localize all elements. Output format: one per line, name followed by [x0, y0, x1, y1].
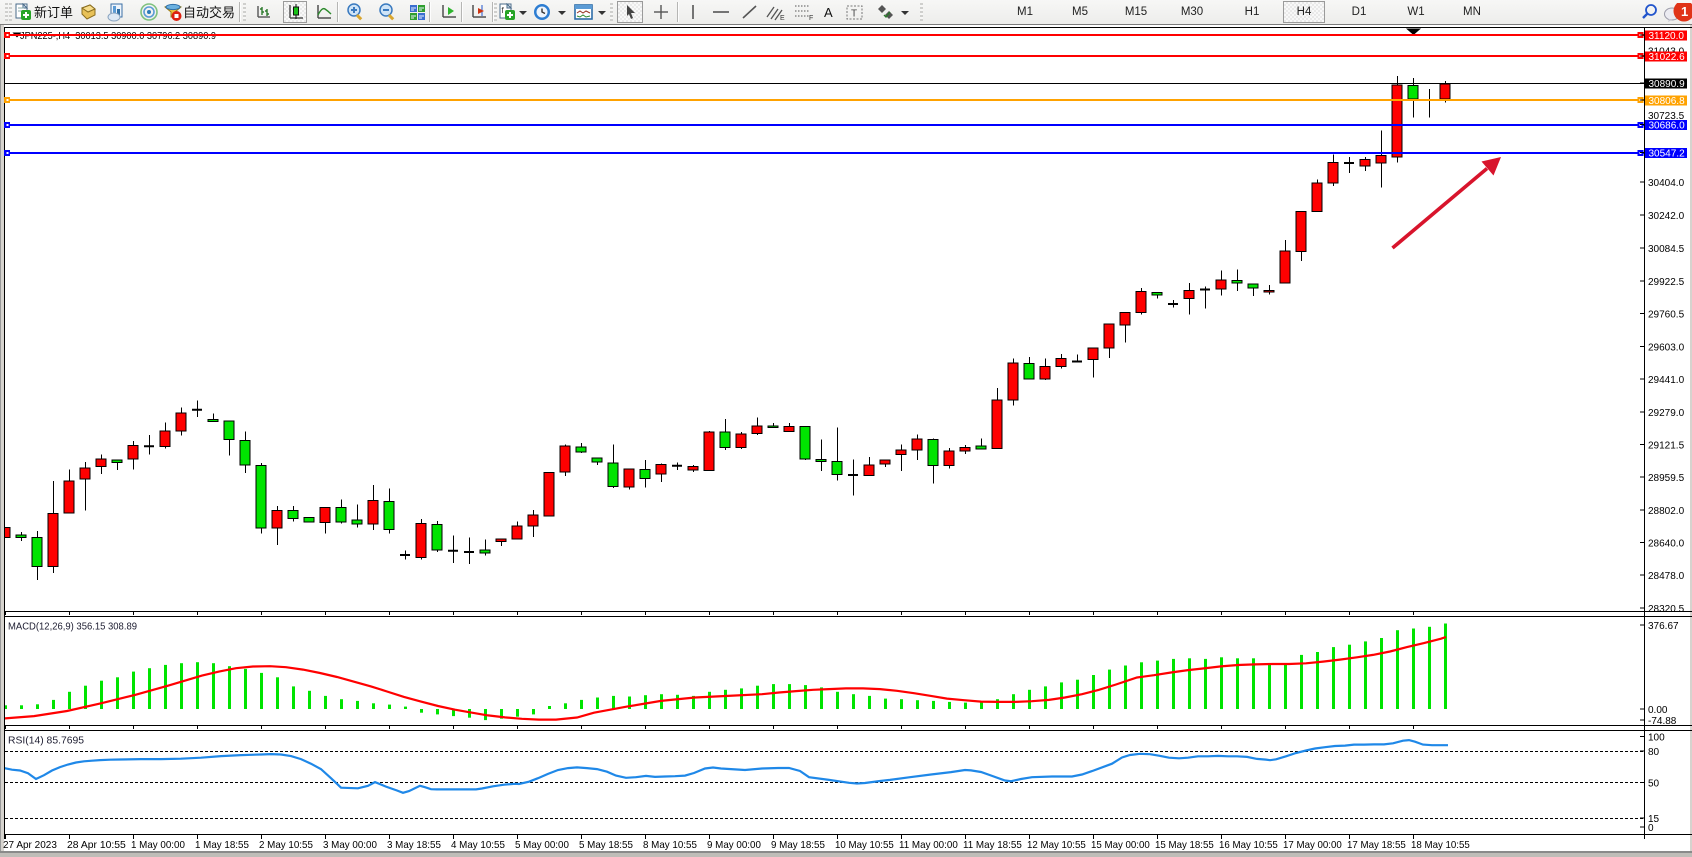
svg-text:30242.0: 30242.0 [1648, 211, 1685, 222]
svg-text:30890.9: 30890.9 [1649, 79, 1686, 90]
svg-text:T: T [851, 9, 857, 20]
svg-text:15 May 18:55: 15 May 18:55 [1155, 839, 1214, 851]
svg-text:3 May 18:55: 3 May 18:55 [387, 839, 441, 851]
svg-text:376.67: 376.67 [1648, 621, 1679, 632]
svg-text:10 May 10:55: 10 May 10:55 [835, 839, 894, 851]
svg-text:17 May 00:00: 17 May 00:00 [1283, 839, 1342, 851]
svg-text:100: 100 [1648, 732, 1665, 743]
svg-text:MACD(12,26,9) 356.15 308.89: MACD(12,26,9) 356.15 308.89 [8, 621, 137, 633]
svg-text:30723.5: 30723.5 [1648, 111, 1685, 122]
svg-text:28 Apr 10:55: 28 Apr 10:55 [67, 839, 126, 851]
svg-text:11 May 18:55: 11 May 18:55 [963, 839, 1022, 851]
svg-text:31022.6: 31022.6 [1649, 52, 1686, 63]
svg-text:30084.5: 30084.5 [1648, 244, 1685, 255]
svg-text:28320.5: 28320.5 [1648, 604, 1685, 615]
svg-text:80: 80 [1648, 747, 1660, 758]
svg-text:12 May 10:55: 12 May 10:55 [1027, 839, 1086, 851]
svg-text:16 May 10:55: 16 May 10:55 [1219, 839, 1278, 851]
svg-text:1: 1 [1681, 4, 1688, 19]
svg-text:3 May 00:00: 3 May 00:00 [323, 839, 377, 851]
svg-text:29922.5: 29922.5 [1648, 277, 1685, 288]
svg-text:RSI(14) 85.7695: RSI(14) 85.7695 [8, 735, 84, 747]
svg-text:0: 0 [1648, 823, 1654, 834]
svg-text:9 May 00:00: 9 May 00:00 [707, 839, 761, 851]
svg-text:50: 50 [1648, 778, 1660, 789]
svg-text:f: f [502, 6, 505, 15]
svg-text:2 May 10:55: 2 May 10:55 [259, 839, 313, 851]
svg-text:8 May 10:55: 8 May 10:55 [643, 839, 697, 851]
svg-text:15 May 00:00: 15 May 00:00 [1091, 839, 1150, 851]
svg-text:9 May 18:55: 9 May 18:55 [771, 839, 825, 851]
svg-text:11 May 00:00: 11 May 00:00 [899, 839, 958, 851]
svg-text:30404.0: 30404.0 [1648, 178, 1685, 189]
svg-text:17 May 18:55: 17 May 18:55 [1347, 839, 1406, 851]
svg-text:1 May 18:55: 1 May 18:55 [195, 839, 249, 851]
svg-text:-74.88: -74.88 [1648, 716, 1677, 727]
svg-text:0.00: 0.00 [1648, 705, 1668, 716]
svg-text:28478.0: 28478.0 [1648, 571, 1685, 582]
svg-text:5 May 18:55: 5 May 18:55 [579, 839, 633, 851]
svg-text:30547.2: 30547.2 [1649, 148, 1686, 159]
svg-text:29603.0: 29603.0 [1648, 342, 1685, 353]
svg-text:29441.0: 29441.0 [1648, 375, 1685, 386]
svg-text:5 May 00:00: 5 May 00:00 [515, 839, 569, 851]
svg-text:E: E [780, 15, 785, 22]
svg-text:27 Apr 2023: 27 Apr 2023 [3, 839, 57, 851]
svg-text:18 May 10:55: 18 May 10:55 [1411, 839, 1470, 851]
svg-text:1 May 00:00: 1 May 00:00 [131, 839, 185, 851]
svg-text:15: 15 [1648, 814, 1660, 825]
svg-text:31120.0: 31120.0 [1649, 31, 1685, 42]
svg-text:29279.0: 29279.0 [1648, 408, 1685, 419]
svg-text:28802.0: 28802.0 [1648, 506, 1685, 517]
svg-text:28640.0: 28640.0 [1648, 538, 1685, 549]
svg-text:30806.8: 30806.8 [1649, 96, 1686, 107]
svg-text:F: F [809, 15, 813, 22]
svg-text:29121.5: 29121.5 [1648, 440, 1685, 451]
svg-text:4 May 10:55: 4 May 10:55 [451, 839, 505, 851]
svg-text:28959.5: 28959.5 [1648, 473, 1685, 484]
svg-text:29760.5: 29760.5 [1648, 309, 1685, 320]
svg-text:30686.0: 30686.0 [1649, 120, 1686, 131]
